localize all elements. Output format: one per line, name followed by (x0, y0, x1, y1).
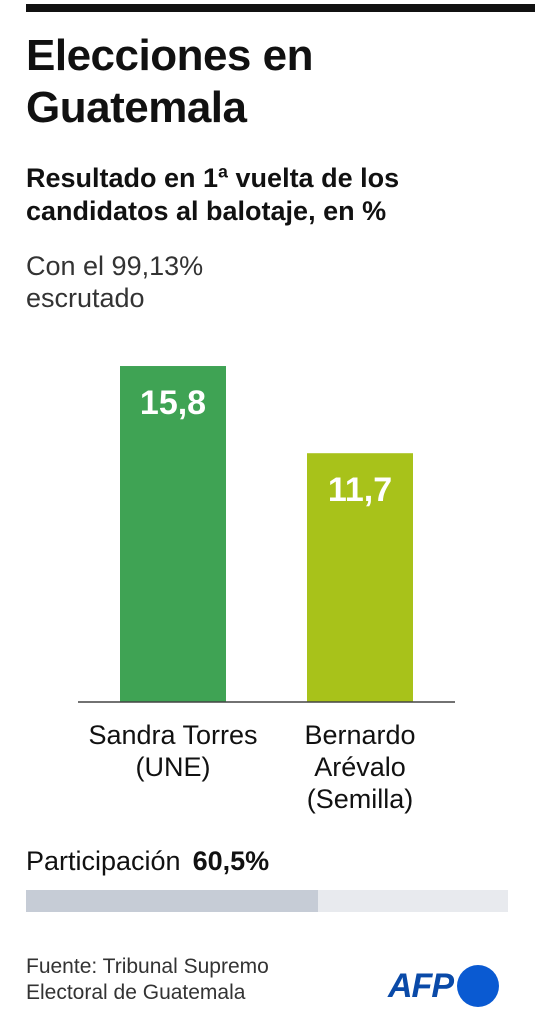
bar-value-label-1: 15,8 (140, 384, 206, 422)
source-note: Fuente: Tribunal Supremo Electoral de Gu… (26, 954, 346, 1006)
afp-logo-text: AFP (388, 967, 453, 1006)
chart-title: Elecciones en Guatemala (26, 30, 526, 134)
participation-row: Participación 60,5% (26, 843, 269, 879)
participation-bar-track (26, 890, 508, 912)
afp-logo: AFP (388, 963, 499, 1009)
bar-chart: 15,8 11,7 (0, 310, 535, 710)
scrutiny-note: Con el 99,13% escrutado (26, 250, 326, 314)
participation-bar-fill (26, 890, 318, 912)
category-label-2: Bernardo Arévalo (Semilla) (265, 719, 455, 815)
top-rule (26, 4, 535, 12)
category-label-1: Sandra Torres (UNE) (78, 719, 268, 783)
bar-value-label-2: 11,7 (328, 471, 392, 509)
participation-value: 60,5% (193, 846, 270, 876)
afp-logo-dot (457, 965, 499, 1007)
participation-label: Participación (26, 846, 181, 876)
chart-subtitle: Resultado en 1ª vuelta de los candidatos… (26, 162, 526, 228)
